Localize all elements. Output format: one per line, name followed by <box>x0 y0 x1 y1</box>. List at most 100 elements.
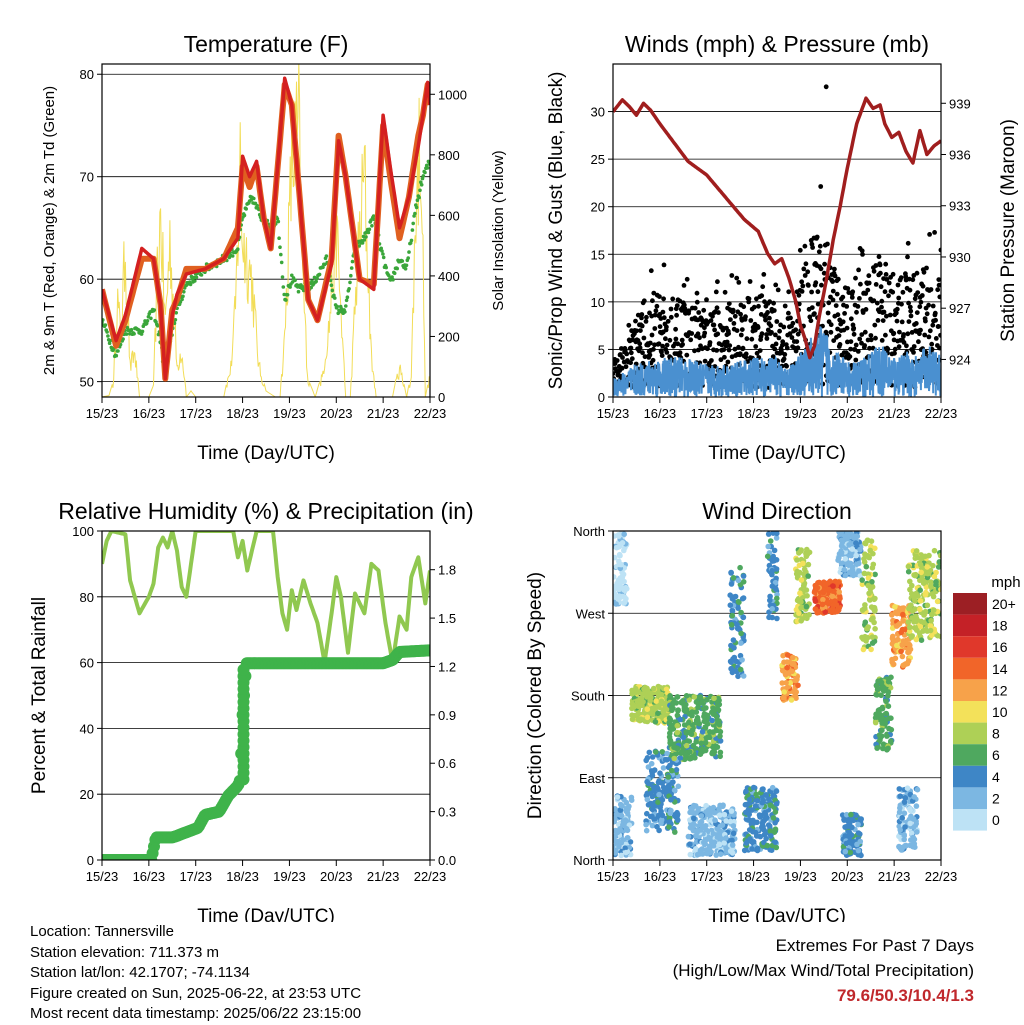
x-tick-label: 17/23 <box>690 406 723 421</box>
direction-point <box>682 708 689 715</box>
direction-point <box>658 820 664 826</box>
gust-point <box>793 327 799 333</box>
y-tick-label-right: 400 <box>438 269 460 284</box>
legend-title: mph <box>991 574 1020 591</box>
gust-point <box>905 254 910 260</box>
dewpoint-point <box>347 287 351 291</box>
dewpoint-point <box>357 244 362 248</box>
direction-point <box>812 606 819 612</box>
gust-point <box>863 307 869 312</box>
direction-point <box>841 567 848 573</box>
dewpoint-point <box>140 329 145 334</box>
gust-point <box>771 308 777 313</box>
gust-point <box>696 347 701 353</box>
dewpoint-point <box>149 316 153 321</box>
dewpoint-point <box>420 176 425 181</box>
gust-point <box>868 333 874 338</box>
dewpoint-point <box>194 275 199 280</box>
y-tick-label: 0 <box>87 853 94 868</box>
gust-point <box>732 313 738 319</box>
x-tick-label: 20/23 <box>320 869 353 884</box>
y-tick-label-right: 939 <box>949 96 971 111</box>
gust-point <box>755 325 761 330</box>
dewpoint-point <box>350 259 355 264</box>
gust-point <box>744 336 750 342</box>
legend-label: 14 <box>992 661 1008 677</box>
direction-point <box>910 816 917 822</box>
direction-point <box>835 579 842 585</box>
gust-point <box>736 280 742 285</box>
direction-point <box>643 827 650 834</box>
gust-point <box>651 290 657 296</box>
direction-point <box>727 602 734 608</box>
gust-point <box>921 269 927 275</box>
direction-point <box>709 717 715 724</box>
gust-point <box>639 323 645 329</box>
y-tick-label: 60 <box>80 272 94 287</box>
y-tick-label-right: 0.9 <box>438 708 456 723</box>
gust-point <box>890 289 896 295</box>
gust-point <box>641 335 647 341</box>
direction-point <box>746 811 752 818</box>
direction-point <box>773 801 780 807</box>
gust-point <box>932 310 938 316</box>
dewpoint-point <box>281 285 286 289</box>
gust-point <box>773 341 779 347</box>
x-tick-label: 16/23 <box>133 869 166 884</box>
dewpoint-point <box>242 213 247 218</box>
legend-swatch <box>953 722 987 745</box>
y-axis-label: Sonic/Prop Wind & Gust (Blue, Black) <box>546 72 567 390</box>
gust-point <box>881 309 887 315</box>
dewpoint-point <box>103 323 108 327</box>
gust-point <box>737 351 743 356</box>
direction-point <box>730 575 737 581</box>
chart-title: Winds (mph) & Pressure (mb) <box>625 31 929 57</box>
dewpoint-point <box>415 198 420 202</box>
dewpoint-point <box>124 332 129 336</box>
y-tick-label-right: 924 <box>949 352 971 367</box>
gust-point <box>886 280 892 286</box>
direction-point <box>804 593 810 599</box>
gust-point <box>708 318 714 323</box>
dewpoint-point <box>193 279 197 283</box>
direction-point <box>668 807 674 814</box>
gust-point <box>905 331 911 337</box>
gust-point <box>927 328 933 334</box>
direction-point <box>913 548 920 554</box>
dewpoint-point <box>381 255 386 260</box>
direction-point <box>772 820 778 826</box>
gust-point <box>619 365 625 371</box>
gust-point <box>847 354 853 359</box>
legend-swatch <box>953 679 987 701</box>
gust-point <box>747 279 753 284</box>
gust-point <box>835 276 841 282</box>
dewpoint-point <box>364 235 368 239</box>
x-tick-label: 18/23 <box>737 869 770 884</box>
direction-point <box>754 847 761 854</box>
gust-point <box>845 286 851 291</box>
direction-point <box>730 830 737 837</box>
direction-point <box>912 571 919 578</box>
gust-point <box>767 315 772 321</box>
gust-point <box>809 305 815 310</box>
direction-point <box>728 622 735 628</box>
direction-point <box>917 598 924 604</box>
direction-point <box>737 666 744 673</box>
gust-point <box>661 315 667 321</box>
dewpoint-point <box>277 236 281 240</box>
direction-point <box>619 540 626 546</box>
direction-point <box>767 828 774 834</box>
dewpoint-point <box>427 162 430 166</box>
direction-point <box>714 834 721 840</box>
direction-point <box>645 687 651 694</box>
direction-point <box>717 753 723 760</box>
direction-point <box>853 540 859 546</box>
direction-point <box>918 637 925 643</box>
x-tick-label: 19/23 <box>273 406 306 421</box>
direction-point <box>662 756 669 763</box>
direction-point <box>622 599 628 605</box>
gust-point <box>654 303 660 309</box>
gust-point <box>914 310 920 315</box>
direction-point <box>918 569 924 576</box>
direction-point <box>792 690 798 696</box>
